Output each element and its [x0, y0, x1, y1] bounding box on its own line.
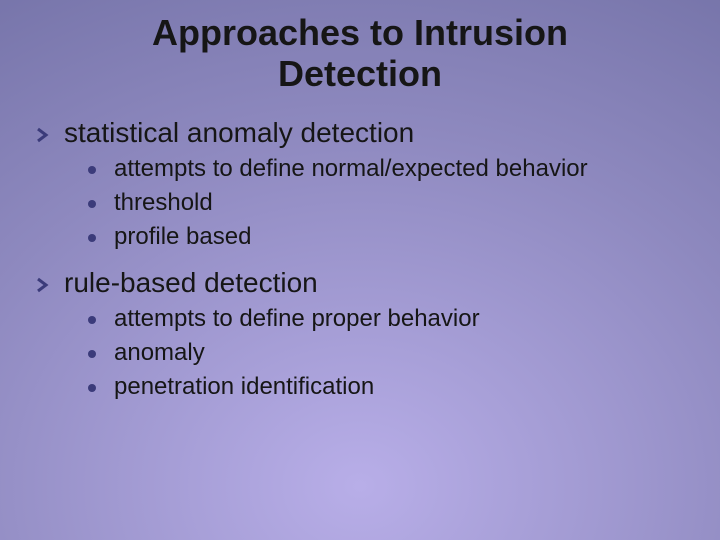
sub-item: profile based	[88, 223, 690, 251]
title-line-2: Detection	[278, 53, 442, 94]
sub-item: anomaly	[88, 339, 690, 367]
dot-bullet-icon	[88, 234, 96, 242]
dot-bullet-icon	[88, 316, 96, 324]
sub-item: attempts to define normal/expected behav…	[88, 155, 690, 183]
sub-item-label: attempts to define proper behavior	[114, 305, 480, 333]
arrow-bullet-icon	[34, 275, 54, 295]
sub-item-label: attempts to define normal/expected behav…	[114, 155, 588, 183]
sub-list: attempts to define proper behavior anoma…	[88, 305, 690, 401]
main-item: statistical anomaly detection	[34, 117, 690, 149]
title-line-1: Approaches to Intrusion	[152, 12, 568, 53]
main-item: rule-based detection	[34, 267, 690, 299]
main-item-label: rule-based detection	[64, 267, 318, 299]
slide-title: Approaches to Intrusion Detection	[30, 12, 690, 95]
dot-bullet-icon	[88, 384, 96, 392]
main-item-label: statistical anomaly detection	[64, 117, 414, 149]
sub-item: attempts to define proper behavior	[88, 305, 690, 333]
arrow-bullet-icon	[34, 125, 54, 145]
sub-item-label: penetration identification	[114, 373, 374, 401]
sub-item: threshold	[88, 189, 690, 217]
sub-item-label: profile based	[114, 223, 251, 251]
dot-bullet-icon	[88, 200, 96, 208]
sub-item: penetration identification	[88, 373, 690, 401]
sub-item-label: anomaly	[114, 339, 205, 367]
sub-item-label: threshold	[114, 189, 213, 217]
sub-list: attempts to define normal/expected behav…	[88, 155, 690, 251]
slide: Approaches to Intrusion Detection statis…	[0, 0, 720, 540]
dot-bullet-icon	[88, 166, 96, 174]
dot-bullet-icon	[88, 350, 96, 358]
